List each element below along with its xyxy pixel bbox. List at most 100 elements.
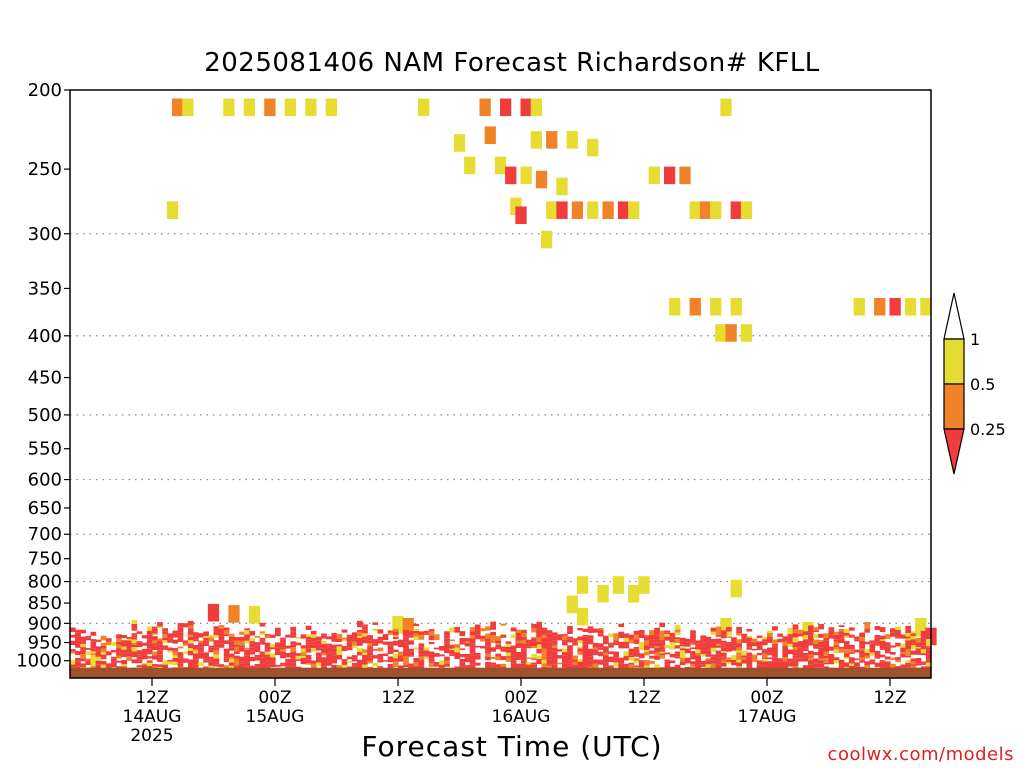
- ri-cell: [587, 654, 594, 657]
- ri-cell: [808, 632, 814, 636]
- ri-cell: [510, 649, 517, 655]
- ri-cell: [541, 642, 548, 647]
- ri-cell: [874, 634, 881, 638]
- ri-cell: [700, 638, 707, 643]
- ri-cell: [613, 660, 619, 663]
- ri-cell: [280, 662, 286, 665]
- ri-cell: [705, 654, 712, 657]
- ri-cell: [587, 648, 594, 651]
- ri-cell: [259, 651, 266, 654]
- ri-cell: [136, 661, 143, 664]
- ri-cell: [572, 659, 578, 662]
- ri-cell: [187, 636, 194, 641]
- ri-cell: [859, 644, 865, 649]
- ri-cell: [367, 643, 373, 647]
- ri-cell: [392, 631, 399, 636]
- ri-cell: [264, 666, 271, 669]
- ri-cell: [300, 652, 307, 657]
- y-tick-label-300: 300: [28, 224, 62, 245]
- ri-cell: [367, 660, 373, 664]
- ri-cell: [905, 649, 912, 653]
- ri-cell: [782, 652, 789, 658]
- ri-cell: [782, 645, 789, 651]
- ri-cell: [203, 631, 209, 637]
- ri-cell: [746, 635, 753, 638]
- ri-cell: [171, 98, 184, 117]
- ri-cell: [618, 631, 625, 636]
- ri-cell: [633, 648, 640, 654]
- ri-cell: [198, 662, 204, 666]
- ri-cell: [792, 629, 799, 633]
- ri-cell: [136, 659, 143, 662]
- ri-cell: [905, 652, 912, 656]
- ri-cell: [756, 664, 763, 669]
- ri-cell: [925, 636, 932, 639]
- ri-cell: [541, 637, 548, 643]
- ri-cell: [433, 664, 440, 667]
- ri-cell: [346, 642, 353, 648]
- ri-cell: [787, 661, 794, 664]
- ri-cell: [167, 638, 174, 643]
- ri-cell: [131, 655, 138, 658]
- ri-cell: [234, 644, 240, 647]
- ri-cell: [838, 625, 845, 628]
- ri-cell: [874, 650, 881, 653]
- ri-cell: [587, 638, 594, 643]
- ri-cell: [408, 665, 414, 669]
- ri-cell: [418, 631, 425, 636]
- ri-cell: [259, 663, 266, 666]
- ri-cell: [700, 650, 707, 654]
- ri-cell: [207, 603, 220, 622]
- ri-cell: [925, 656, 932, 661]
- ri-cell: [454, 652, 461, 656]
- ri-cell: [572, 661, 578, 665]
- ri-cell: [567, 625, 573, 631]
- ri-cell: [357, 648, 363, 653]
- ri-cell: [644, 640, 650, 646]
- ri-cell: [726, 627, 732, 632]
- ri-cell: [172, 650, 179, 656]
- ri-cell: [787, 663, 794, 667]
- ri-cell: [679, 644, 686, 647]
- ri-cell: [910, 650, 917, 655]
- ri-cell: [720, 640, 727, 644]
- ri-cell: [521, 632, 527, 638]
- ri-cell: [285, 645, 291, 649]
- ri-cell: [900, 652, 906, 655]
- ri-cell: [485, 661, 491, 666]
- ri-cell: [500, 634, 507, 638]
- ri-cell: [290, 631, 297, 636]
- ri-cell: [843, 653, 850, 658]
- ri-cell: [551, 643, 558, 645]
- ri-cell: [746, 662, 753, 667]
- ri-cell: [80, 663, 86, 666]
- ri-cell: [418, 643, 425, 647]
- ri-cell: [787, 636, 794, 639]
- ri-cell: [495, 653, 502, 657]
- ri-cell: [915, 642, 922, 647]
- ri-cell: [403, 665, 409, 668]
- ri-cell: [505, 649, 512, 653]
- ri-cell: [613, 633, 619, 637]
- x-tick-label-1-1: 15AUG: [246, 707, 305, 727]
- ri-cell: [797, 653, 804, 658]
- ri-cell: [669, 653, 676, 658]
- ri-cell: [813, 658, 819, 663]
- ri-cell: [849, 665, 855, 669]
- ri-cell: [751, 658, 758, 663]
- ri-cell: [895, 636, 901, 639]
- ri-cell: [239, 631, 245, 635]
- ri-cell: [720, 651, 727, 653]
- ri-cell: [869, 652, 876, 656]
- ri-cell: [121, 642, 127, 647]
- ri-cell: [300, 657, 307, 662]
- ri-cell: [218, 628, 225, 634]
- ri-cell: [213, 664, 220, 667]
- ri-cell: [336, 644, 343, 647]
- ri-cell: [920, 634, 927, 639]
- ri-cell: [249, 643, 256, 648]
- ri-cell: [469, 655, 476, 660]
- ri-cell: [726, 659, 732, 662]
- ri-cell: [633, 634, 640, 640]
- ri-cell: [587, 201, 599, 219]
